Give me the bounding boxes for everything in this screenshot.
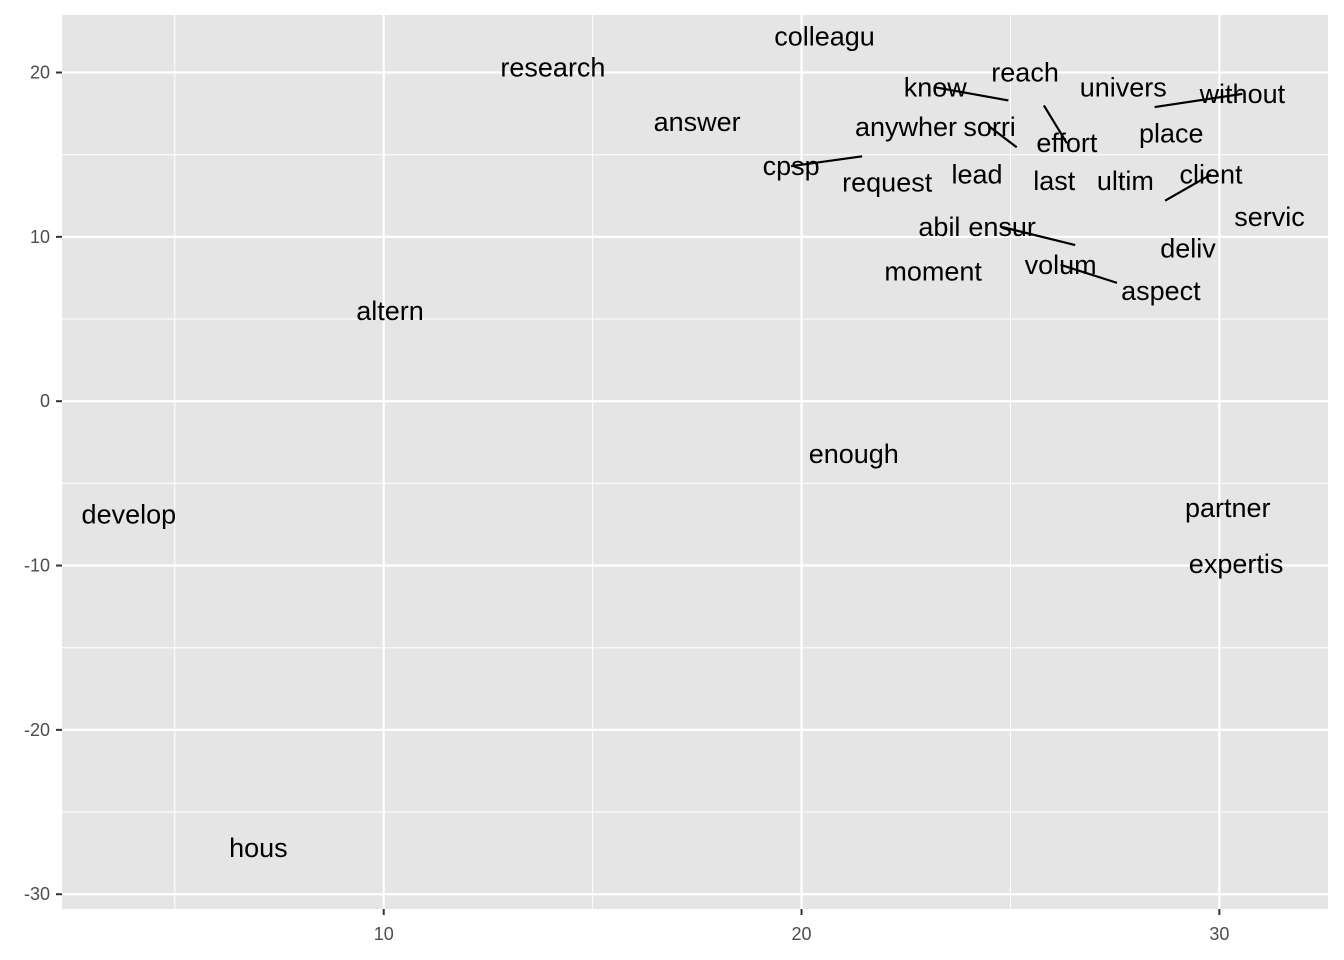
point-label-sorri: sorri: [963, 112, 1016, 142]
point-label-ensur: ensur: [968, 212, 1036, 242]
point-label-expertis: expertis: [1189, 549, 1284, 579]
y-tick-label: -10: [24, 556, 50, 576]
y-tick-label: 0: [40, 391, 50, 411]
x-tick-label: 10: [374, 924, 394, 944]
point-label-know: know: [904, 72, 968, 102]
point-label-research: research: [500, 53, 605, 83]
point-label-anywher: anywher: [855, 112, 957, 142]
point-label-request: request: [842, 168, 933, 198]
point-label-hous: hous: [229, 833, 288, 863]
point-label-altern: altern: [356, 296, 424, 326]
point-label-aspect: aspect: [1121, 276, 1201, 306]
point-label-colleagu: colleagu: [774, 21, 875, 51]
minor-gridlines: [62, 15, 1328, 909]
leader-line-sorri: [988, 125, 1018, 149]
point-label-volum: volum: [1025, 250, 1097, 280]
y-tick-label: -30: [24, 884, 50, 904]
point-label-without: without: [1199, 79, 1286, 109]
point-label-enough: enough: [809, 439, 899, 469]
leader-line-know: [935, 86, 1009, 102]
point-label-abil: abil: [918, 212, 960, 242]
point-label-cpsp: cpsp: [763, 151, 820, 181]
leader-line-effort: [1042, 104, 1068, 144]
point-label-effort: effort: [1036, 128, 1098, 158]
leader-line-cpsp: [790, 155, 863, 168]
point-label-reach: reach: [991, 58, 1059, 88]
point-label-lead: lead: [952, 159, 1003, 189]
leader-line-client: [1164, 173, 1212, 202]
point-label-answer: answer: [654, 107, 741, 137]
point-label-univers: univers: [1080, 72, 1167, 102]
point-label-moment: moment: [884, 256, 982, 286]
x-tick-label: 30: [1209, 924, 1229, 944]
point-label-ultim: ultim: [1097, 166, 1154, 196]
point-label-place: place: [1139, 118, 1204, 148]
point-labels: colleagu research reach know univers without a…: [82, 21, 1305, 863]
point-label-servic: servic: [1234, 202, 1305, 232]
leader-line-ensur: [1001, 225, 1076, 247]
axes: 10 20 30 -30 -20 -10 0 10 20: [24, 63, 1229, 944]
plot-panel: [62, 15, 1328, 909]
x-tick-label: 20: [792, 924, 812, 944]
label-leader-lines: [790, 86, 1243, 284]
leader-line-without: [1154, 92, 1243, 109]
point-label-partner: partner: [1185, 493, 1271, 523]
point-label-client: client: [1179, 159, 1243, 189]
y-tick-label: 10: [30, 227, 50, 247]
point-label-develop: develop: [82, 500, 177, 530]
leader-line-volum: [1060, 263, 1118, 284]
major-gridlines: [62, 15, 1328, 909]
y-tick-label: 20: [30, 63, 50, 83]
point-label-last: last: [1033, 166, 1076, 196]
point-label-deliv: deliv: [1160, 233, 1216, 263]
y-tick-label: -20: [24, 720, 50, 740]
